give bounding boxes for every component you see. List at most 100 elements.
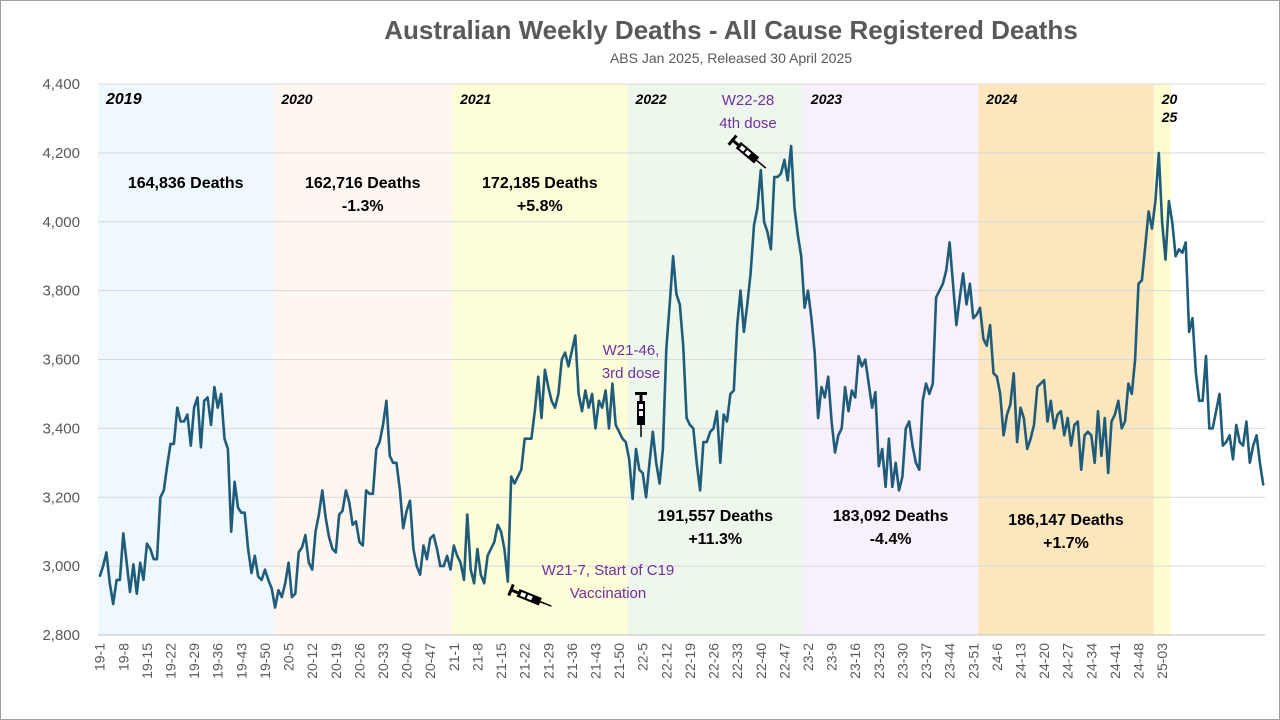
x-tick-label: 22-40: [753, 643, 769, 679]
data-point: [264, 569, 266, 571]
data-point: [756, 207, 759, 209]
data-point: [1006, 414, 1008, 416]
data-point: [976, 314, 978, 316]
x-tick-label: 19-36: [210, 643, 226, 679]
data-point: [439, 565, 441, 567]
data-point: [739, 290, 742, 292]
x-tick-label: 20-33: [375, 643, 391, 679]
data-point: [207, 396, 209, 398]
x-tick-label: 23-51: [965, 643, 981, 679]
data-point: [325, 517, 327, 519]
data-point: [601, 407, 603, 409]
year-total-deaths: 164,836 Deaths: [128, 175, 244, 192]
syringe-window: [739, 145, 746, 152]
data-point: [240, 512, 242, 514]
data-point: [196, 396, 199, 398]
data-point: [1168, 200, 1170, 202]
data-point: [1141, 279, 1143, 281]
data-point: [783, 159, 786, 161]
x-tick-label: 25-03: [1154, 643, 1170, 679]
data-point: [817, 417, 819, 419]
data-point: [1225, 441, 1227, 443]
chart-title: Australian Weekly Deaths - All Cause Reg…: [384, 15, 1078, 45]
syringe-icon: [507, 583, 552, 607]
data-point: [294, 593, 296, 595]
data-point: [433, 534, 435, 536]
data-point: [881, 448, 883, 450]
data-point: [800, 255, 802, 257]
data-point: [824, 396, 826, 398]
data-point: [169, 443, 172, 445]
year-label-6: 25: [1161, 109, 1178, 125]
data-point: [1117, 400, 1119, 402]
year-total-change: +5.8%: [517, 198, 563, 215]
x-tick-label: 19-8: [115, 643, 131, 671]
data-point: [692, 427, 694, 429]
data-point: [274, 606, 276, 609]
data-point: [1191, 317, 1194, 319]
data-point: [173, 443, 175, 445]
x-tick-label: 22-33: [729, 643, 745, 679]
data-point: [392, 462, 394, 464]
data-point: [655, 462, 657, 464]
data-point: [1100, 455, 1102, 457]
data-point: [406, 510, 408, 512]
data-point: [513, 482, 516, 485]
data-point: [908, 420, 910, 423]
year-labels: 2019 2020 2021 2022 2023 2024 2025: [105, 91, 1177, 125]
data-point: [702, 441, 705, 443]
x-tick-label: 23-30: [894, 643, 910, 679]
x-tick-label: 24-20: [1036, 643, 1052, 679]
data-point: [443, 565, 445, 567]
data-point: [112, 603, 114, 605]
data-point: [1212, 427, 1214, 429]
year-label-3: 2022: [635, 91, 667, 107]
data-point: [99, 575, 101, 578]
x-tick-label: 23-37: [918, 643, 934, 679]
syringe-needle: [756, 159, 767, 169]
data-point: [986, 345, 988, 347]
data-point: [949, 241, 951, 243]
data-point: [1151, 228, 1153, 230]
data-point: [787, 179, 789, 181]
data-point: [659, 482, 661, 485]
data-point: [598, 400, 600, 402]
data-point: [298, 551, 300, 554]
data-point: [982, 338, 985, 340]
syringe-plunger: [511, 589, 519, 595]
year-total-deaths: 191,557 Deaths: [657, 508, 773, 525]
data-point: [116, 579, 118, 581]
data-point: [416, 565, 418, 567]
data-point: [790, 145, 792, 147]
data-point: [696, 462, 698, 464]
year-label-6: 20: [1161, 91, 1178, 107]
data-point: [834, 451, 836, 454]
x-tick-label: 20-26: [351, 643, 367, 679]
data-point: [905, 427, 907, 429]
data-point: [163, 489, 165, 491]
syringe-plunger: [732, 139, 740, 147]
data-point: [267, 579, 269, 581]
y-tick-label: 3,000: [42, 558, 80, 575]
data-point: [1036, 386, 1038, 388]
data-point: [861, 365, 863, 367]
x-tick-label: 21-1: [446, 643, 462, 671]
data-point: [679, 303, 681, 305]
year-total-change: +11.3%: [688, 531, 742, 548]
data-point: [129, 591, 131, 593]
data-point: [1154, 200, 1156, 202]
data-point: [1259, 462, 1261, 464]
data-point: [159, 496, 161, 498]
data-point: [149, 548, 151, 550]
data-point: [729, 393, 732, 395]
data-point: [1134, 358, 1136, 361]
data-point: [723, 414, 725, 416]
data-point: [193, 407, 195, 409]
data-point: [891, 486, 893, 488]
x-tick-label: 23-9: [824, 643, 840, 671]
data-point: [726, 420, 728, 423]
syringe-handle: [727, 134, 738, 146]
year-total-change: -4.4%: [870, 531, 912, 548]
data-point: [672, 255, 674, 257]
year-label-2: 2021: [459, 91, 491, 107]
